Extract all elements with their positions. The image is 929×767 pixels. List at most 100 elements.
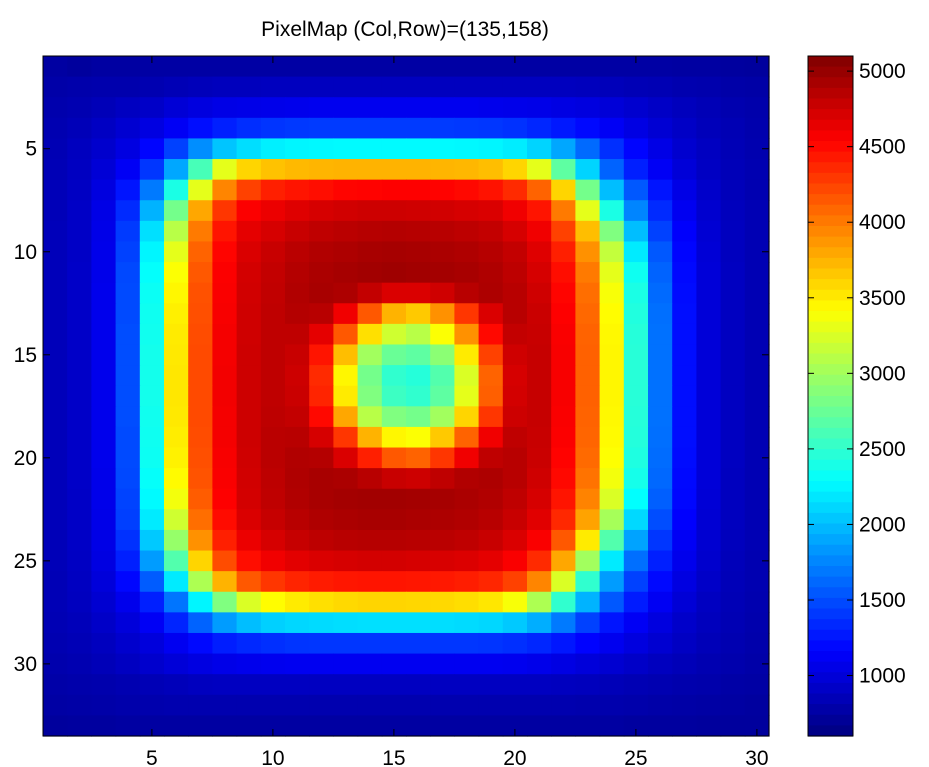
heatmap-cell [139,529,165,552]
heatmap-cell [454,303,480,325]
heatmap-cell [260,591,286,613]
heatmap-cell [430,241,455,263]
heatmap-cell [744,262,770,284]
heatmap-cell [672,715,697,737]
heatmap-cell [357,138,383,160]
heatmap-cell [212,241,238,263]
heatmap-cell [309,179,334,201]
heatmap-cell [744,200,770,222]
heatmap-cell [212,406,238,428]
heatmap-cell [212,76,238,98]
heatmap-cell [599,282,625,304]
heatmap-cell [696,303,722,325]
heatmap-cell [43,550,68,572]
heatmap-cell [744,488,770,510]
heatmap-cell [139,447,165,469]
heatmap-cell [527,385,552,407]
heatmap-cell [527,282,552,304]
heatmap-cell [212,200,238,222]
heatmap-cell [333,694,359,716]
heatmap-cell [406,179,431,201]
colorbar-tick-label: 1500 [859,589,906,612]
heatmap-cell [478,447,504,469]
heatmap-cell [575,241,601,263]
heatmap-cell [188,220,213,243]
heatmap-cell [454,76,480,98]
heatmap-cell [357,447,383,469]
heatmap-cell [333,426,359,449]
heatmap-cell [236,550,262,572]
heatmap-cell [91,447,117,469]
heatmap-cell [236,365,262,387]
colorbar-tick-label: 4000 [859,211,906,234]
heatmap-cell [285,653,310,675]
heatmap-cell [720,612,746,634]
heatmap-cell [236,674,262,696]
heatmap-cell [164,159,189,181]
heatmap-cell [551,138,576,160]
heatmap-cell [430,447,455,469]
heatmap-cell [454,241,480,263]
colorbar-step [808,597,853,610]
heatmap-cell [91,406,117,428]
heatmap-cell [744,76,770,98]
heatmap-cell [309,117,334,140]
y-tick-label: 25 [14,550,37,573]
heatmap-cell [188,179,213,201]
heatmap-cell [333,138,359,160]
heatmap-cell [236,509,262,531]
heatmap-cell [188,612,213,634]
heatmap-cell [575,323,601,346]
heatmap-cell [744,303,770,325]
heatmap-cell [188,488,213,510]
heatmap-cell [696,262,722,284]
heatmap-cell [599,632,625,655]
heatmap-cell [115,56,141,78]
heatmap-cell [333,612,359,634]
heatmap-cell [381,179,407,201]
heatmap-cell [260,200,286,222]
heatmap-cell [309,591,334,613]
heatmap-cell [309,97,334,119]
heatmap-cell [309,612,334,634]
heatmap-cell [527,365,552,387]
heatmap-cell [406,694,431,716]
heatmap-cell [91,220,117,243]
heatmap-cell [357,571,383,593]
heatmap-cell [551,694,576,716]
heatmap-cell [164,220,189,243]
heatmap-cell [672,571,697,593]
heatmap-cell [212,117,238,140]
heatmap-cell [527,200,552,222]
colorbar-step [808,289,853,301]
heatmap-cell [648,591,673,613]
heatmap-cell [478,694,504,716]
colorbar-step [808,587,853,599]
heatmap-cell [575,97,601,119]
heatmap-cell [67,179,92,201]
heatmap-cell [236,159,262,181]
heatmap-cell [357,323,383,346]
heatmap-cell [527,56,552,78]
heatmap-cell [454,344,480,366]
heatmap-cell [236,612,262,634]
heatmap-cell [454,447,480,469]
x-tick-label: 25 [624,747,647,767]
heatmap-cell [43,159,68,181]
heatmap-cell [164,674,189,696]
heatmap-cell [502,220,528,243]
heatmap-cell [551,241,576,263]
colorbar-step [808,77,853,89]
heatmap-cell [188,365,213,387]
heatmap-cell [454,138,480,160]
heatmap-cell [478,97,504,119]
colorbar-step [808,640,853,652]
heatmap-cell [696,138,722,160]
heatmap-cell [502,468,528,490]
heatmap-cell [333,76,359,98]
heatmap-cell [527,323,552,346]
heatmap-cell [551,56,576,78]
heatmap-cell [115,200,141,222]
heatmap-cell [357,632,383,655]
heatmap-cell [164,262,189,284]
